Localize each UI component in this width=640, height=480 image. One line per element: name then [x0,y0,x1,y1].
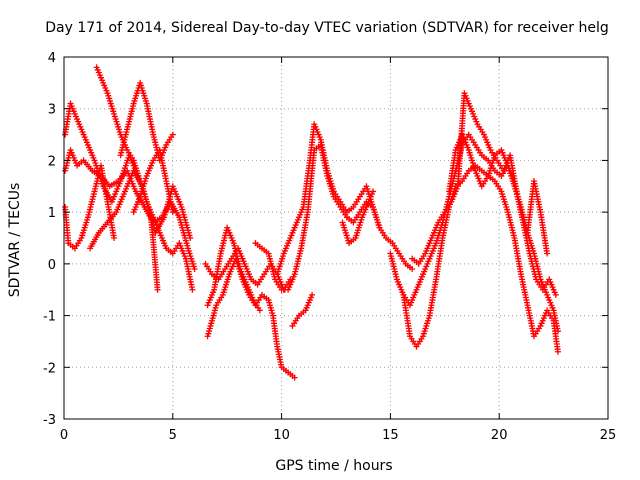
x-tick-label: 15 [382,428,399,443]
x-tick-label: 10 [273,428,290,443]
x-axis-ticks: 0 5 10 15 20 25 [60,57,616,443]
x-tick-label: 20 [491,428,508,443]
data-point-marker [189,286,196,293]
y-tick-label: 3 [48,103,56,118]
data-point-marker [552,291,559,298]
series-track-2 [62,100,194,241]
y-tick-label: -2 [43,361,56,376]
series-track-13 [289,291,316,329]
data-point-marker [191,266,198,273]
series-track-14 [339,188,376,247]
series-track-10 [204,224,263,314]
series-track-15 [387,162,561,355]
series-track-16 [400,131,561,335]
y-tick-label: 4 [48,51,56,66]
y-tick-label: 0 [48,258,56,273]
data-point-marker [169,131,176,138]
data-point-marker [554,328,561,335]
x-axis-label: GPS time / hours [275,458,392,474]
chart-title: Day 171 of 2014, Sidereal Day-to-day VTE… [45,20,608,36]
series-track-18 [446,131,551,257]
data-point-marker [111,235,118,241]
y-tick-label: -1 [43,310,56,325]
series-track-3 [62,162,118,252]
series-track-1 [62,147,198,273]
x-tick-label: 5 [169,428,177,443]
series-track-7 [130,147,176,216]
data-point-marker [256,307,263,314]
y-tick-label: -3 [43,413,56,428]
series-track-5 [117,79,176,164]
data-point-marker [291,374,298,381]
plot-frame [63,56,609,420]
data-point-marker [409,266,416,273]
data-points [62,64,561,381]
data-point-marker [309,291,316,298]
data-point-marker [154,286,161,293]
y-axis-label: SDTVAR / TECUs [7,183,23,298]
data-point-marker [369,188,376,195]
data-point-marker [187,235,194,241]
y-axis-ticks: -3 -2 -1 0 1 2 3 4 [43,51,608,428]
grid-lines [64,57,608,419]
data-point-marker [554,348,561,355]
x-tick-label: 25 [600,428,617,443]
series-track-12 [274,121,416,278]
y-tick-label: 1 [48,206,56,221]
x-tick-label: 0 [60,428,68,443]
series-track-6 [87,167,161,293]
y-tick-label: 2 [48,154,56,169]
data-point-marker [169,209,176,216]
data-point-marker [544,250,551,257]
